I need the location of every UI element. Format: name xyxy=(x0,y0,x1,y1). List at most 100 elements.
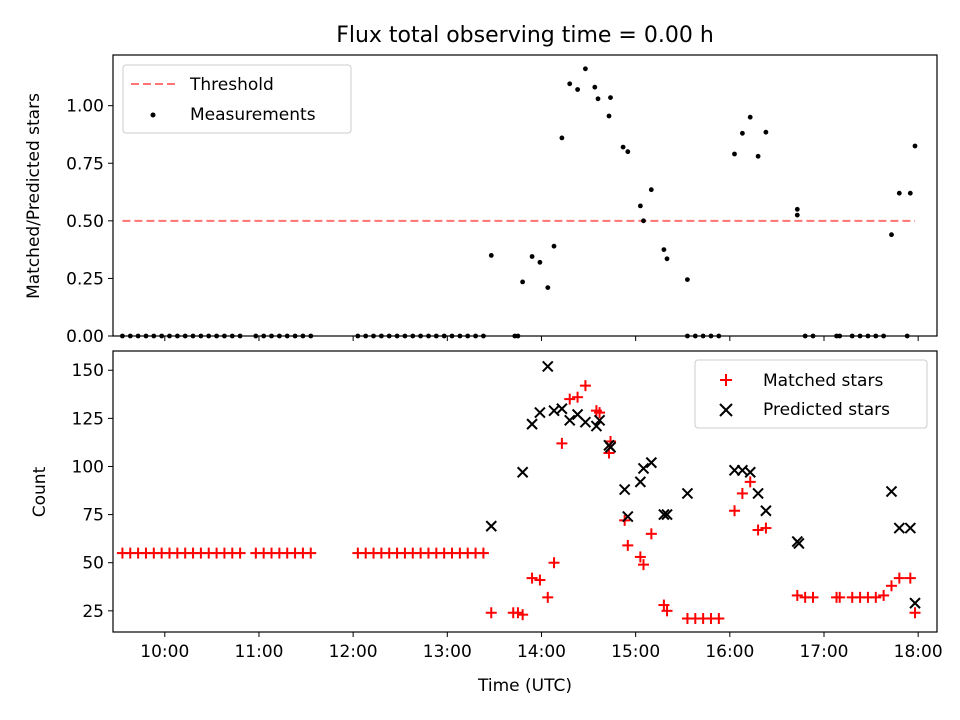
predicted-star-point xyxy=(556,403,568,415)
matched-star-point xyxy=(637,559,649,571)
measurement-point xyxy=(583,66,588,72)
matched-legend-swatch xyxy=(720,374,732,386)
predicted-star-point xyxy=(634,476,647,488)
threshold-legend-label: Threshold xyxy=(189,75,274,95)
matched-star-point xyxy=(744,476,756,488)
top-y-tick-label: 1.00 xyxy=(66,97,104,117)
bottom-x-tick-label: 17:00 xyxy=(799,642,848,662)
predicted-star-point xyxy=(534,406,546,419)
measurement-point xyxy=(567,81,573,87)
matched-star-point xyxy=(760,522,772,534)
measurement-point xyxy=(794,206,800,212)
top-y-tick-label: 0.50 xyxy=(66,212,104,232)
measurement-point xyxy=(625,149,631,155)
predicted-star-point xyxy=(904,522,917,534)
predicted-star-point xyxy=(593,414,606,426)
top-axes-frame xyxy=(112,54,938,337)
predicted-star-point xyxy=(579,416,592,428)
matched-star-point xyxy=(477,547,489,559)
predicted-star-point xyxy=(793,537,805,550)
measurement-point xyxy=(595,96,601,102)
measurement-point xyxy=(520,279,525,285)
measurement-point xyxy=(740,130,745,136)
bottom-x-tick-label: 15:00 xyxy=(611,642,660,662)
bottom-y-tick-label: 50 xyxy=(82,554,104,574)
bottom-axes-frame xyxy=(112,350,938,633)
measurement-point xyxy=(912,143,918,149)
measurement-point xyxy=(907,190,913,196)
predicted-legend-label: Predicted stars xyxy=(763,400,890,420)
matched-star-point xyxy=(713,613,725,625)
matched-star-point xyxy=(752,524,764,536)
top-legend: Threshold Measurements xyxy=(122,64,352,134)
matched-star-point xyxy=(904,572,916,584)
bottom-x-axis-label: Time (UTC) xyxy=(477,676,572,696)
bottom-x-tick-label: 13:00 xyxy=(423,642,472,662)
bottom-x-tick-label: 18:00 xyxy=(894,642,943,662)
predicted-star-point xyxy=(752,487,764,500)
measurement-point xyxy=(606,113,612,119)
top-y-tick-label: 0.00 xyxy=(66,327,104,347)
top-y-tick-label: 0.75 xyxy=(66,154,104,174)
matched-star-point xyxy=(878,589,890,601)
matched-star-point xyxy=(834,591,846,603)
measurement-point xyxy=(488,253,494,258)
matched-star-point xyxy=(893,572,905,584)
measurement-point xyxy=(638,203,643,209)
top-x-ticks xyxy=(164,336,919,341)
top-legend-box xyxy=(122,64,352,134)
matched-star-point xyxy=(305,547,317,559)
predicted-star-point xyxy=(645,456,658,469)
predicted-legend-swatch xyxy=(719,403,733,417)
matched-star-point xyxy=(736,487,748,499)
matched-star-point xyxy=(234,547,246,559)
predicted-star-point xyxy=(564,414,576,426)
bottom-legend-box xyxy=(694,359,928,429)
measurement-point xyxy=(641,218,646,224)
predicted-star-point xyxy=(637,462,650,475)
bottom-legend: Matched stars Predicted stars xyxy=(694,359,928,429)
bottom-y-tick-label: 150 xyxy=(72,361,104,381)
bottom-x-tick-label: 16:00 xyxy=(705,642,754,662)
matched-star-point xyxy=(885,580,897,592)
bottom-panel: 25 50 75 100 125 150 10:00 11:00 12:00 13:00 14:0… xyxy=(30,350,943,696)
bottom-y-tick-label: 100 xyxy=(72,457,104,477)
matched-star-point xyxy=(534,574,546,586)
bottom-y-tick-label: 25 xyxy=(82,602,104,622)
bottom-x-tick-label: 10:00 xyxy=(140,642,189,662)
top-y-axis: 0.00 0.25 0.50 0.75 1.00 xyxy=(66,97,113,347)
predicted-star-point xyxy=(618,483,631,496)
predicted-star-point xyxy=(661,508,673,521)
measurement-point xyxy=(896,190,902,196)
matched-legend-label: Matched stars xyxy=(763,371,883,391)
measurement-point xyxy=(747,114,753,120)
matched-star-point xyxy=(661,605,673,617)
measurement-point xyxy=(661,247,667,253)
measurement-point xyxy=(664,256,670,262)
predicted-star-point xyxy=(885,485,898,498)
bottom-x-tick-label: 12:00 xyxy=(329,642,378,662)
measurement-point xyxy=(685,277,690,282)
matched-star-point xyxy=(807,591,819,603)
matched-star-point xyxy=(572,391,584,403)
matched-star-point xyxy=(548,557,560,569)
top-plot-area xyxy=(120,66,918,339)
measurement-point xyxy=(575,87,580,92)
measurement-point xyxy=(763,129,769,135)
matched-star-point xyxy=(579,380,591,392)
measurements-legend-label: Measurements xyxy=(190,105,316,125)
predicted-star-point xyxy=(893,522,906,534)
measurement-point xyxy=(889,232,894,238)
measurement-point xyxy=(755,153,761,159)
bottom-y-tick-label: 125 xyxy=(72,409,104,429)
chart-title: Flux total observing time = 0.00 h xyxy=(336,23,714,48)
matched-star-point xyxy=(729,505,741,517)
matched-star-point xyxy=(791,589,803,601)
bottom-x-tick-label: 14:00 xyxy=(517,642,566,662)
measurement-point xyxy=(794,212,800,218)
measurement-point xyxy=(559,135,565,141)
predicted-star-point xyxy=(590,420,603,432)
measurement-point xyxy=(620,144,626,150)
measurement-point xyxy=(608,95,613,100)
